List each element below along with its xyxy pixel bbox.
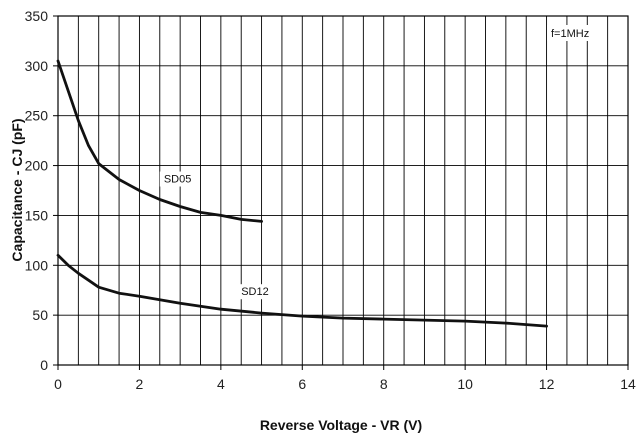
- x-tick-label: 10: [457, 376, 473, 392]
- series-label-sd05: SD05: [164, 174, 192, 186]
- y-tick-label: 50: [32, 307, 48, 323]
- series-line-sd05: [56, 59, 264, 223]
- y-tick-label: 0: [40, 357, 48, 373]
- y-tick-label: 200: [25, 158, 49, 174]
- series-labels: SD05 SD12: [159, 171, 269, 300]
- series-line-sd12: [56, 253, 548, 328]
- x-tick-label: 6: [298, 376, 306, 392]
- series-label-background: [159, 171, 190, 187]
- x-tick-labels: 0 2 4 6 8 10 12 14: [54, 365, 636, 392]
- x-axis-label: Reverse Voltage - VR (V): [260, 417, 422, 433]
- y-tick-label: 350: [25, 8, 49, 24]
- y-axis-label: Capacitance - CJ (pF): [9, 118, 25, 261]
- frequency-annotation: f=1MHz: [551, 28, 589, 40]
- x-tick-label: 4: [217, 376, 225, 392]
- series-lines: [56, 59, 548, 328]
- x-tick-label: 0: [54, 376, 62, 392]
- grid-lines: [57, 15, 629, 366]
- series-label-background: [237, 284, 268, 300]
- annotation-background: [547, 25, 595, 41]
- y-tick-label: 150: [25, 207, 49, 223]
- series-label-sd12: SD12: [241, 286, 269, 298]
- y-tick-label: 250: [25, 108, 49, 124]
- y-tick-label: 100: [25, 257, 49, 273]
- x-tick-label: 8: [380, 376, 388, 392]
- x-tick-label: 12: [539, 376, 555, 392]
- plot-frame: [57, 15, 629, 366]
- y-tick-label: 300: [25, 58, 49, 74]
- y-tick-labels: 0 50 100 150 200 250 300 350: [25, 8, 58, 373]
- x-tick-label: 2: [136, 376, 144, 392]
- x-tick-label: 14: [620, 376, 636, 392]
